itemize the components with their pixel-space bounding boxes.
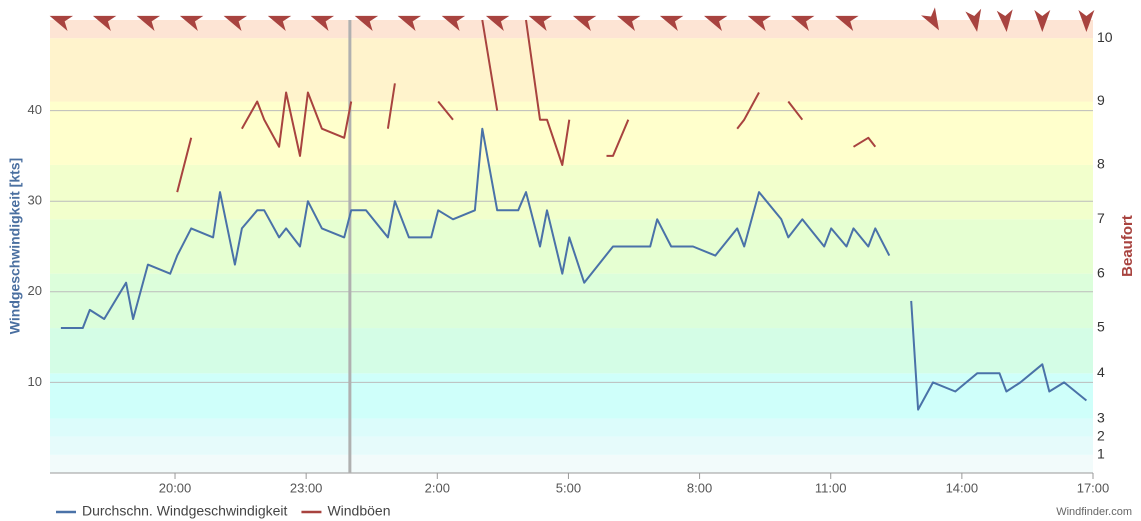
x-tick-label: 5:00 (556, 480, 581, 495)
series-line (60, 127, 1088, 411)
y2-tick-label: 1 (1097, 446, 1105, 462)
wind-arrow (528, 15, 553, 31)
beaufort-band (50, 454, 1093, 473)
y2-tick-label: 5 (1097, 319, 1105, 335)
y-tick-label: 10 (28, 374, 42, 389)
y-tick-label: 40 (28, 102, 42, 117)
y2-tick-label: 4 (1097, 364, 1105, 380)
wind-arrow (1078, 10, 1095, 32)
wind-arrow (996, 9, 1013, 32)
wind-arrow (310, 15, 335, 31)
beaufort-band (50, 273, 1093, 329)
y2-tick-label: 10 (1097, 29, 1113, 45)
wind-arrow (1034, 10, 1051, 32)
wind-arrow (179, 15, 204, 31)
x-tick-label: 23:00 (290, 480, 323, 495)
y2-tick-label: 3 (1097, 409, 1105, 425)
wind-arrow (835, 15, 859, 31)
wind-arrow (704, 15, 728, 31)
y2-tick-label: 7 (1097, 210, 1105, 226)
wind-arrow (659, 15, 684, 31)
wind-arrow (267, 15, 292, 31)
x-tick-label: 20:00 (159, 480, 192, 495)
legend-label: Durchschn. Windgeschwindigkeit (82, 503, 288, 519)
y2-tick-label: 8 (1097, 156, 1105, 172)
beaufort-band (50, 101, 1093, 165)
x-tick-label: 11:00 (815, 480, 847, 495)
beaufort-band (50, 164, 1093, 220)
wind-arrow (485, 15, 510, 31)
wind-arrow (791, 15, 815, 31)
wind-arrow (354, 15, 379, 31)
marks (49, 7, 1095, 411)
wind-arrow (92, 15, 117, 31)
wind-arrow (223, 15, 248, 31)
wind-arrow (572, 15, 597, 31)
x-tick-label: 2:00 (425, 480, 450, 495)
beaufort-band (50, 373, 1093, 419)
y2-tick-label: 6 (1097, 264, 1105, 280)
x-tick-label: 17:00 (1077, 480, 1110, 495)
y2-axis-label: Beaufort (1119, 215, 1136, 277)
x-tick-label: 14:00 (946, 480, 979, 495)
wind-arrow (136, 15, 161, 31)
grid (50, 20, 1094, 479)
wind-arrow (747, 15, 772, 31)
y2-tick-label: 9 (1097, 92, 1105, 108)
credit: Windfinder.com (1056, 506, 1132, 518)
wind-arrow (965, 8, 982, 32)
beaufort-band (50, 20, 1093, 39)
beaufort-band (50, 418, 1093, 437)
wind-arrow (921, 7, 939, 31)
beaufort-band (50, 38, 1093, 102)
series-line (176, 19, 877, 193)
legend-label: Windböen (327, 503, 390, 519)
background (50, 20, 1093, 473)
x-tick-label: 8:00 (687, 480, 712, 495)
y-tick-label: 20 (28, 283, 42, 298)
beaufort-band (50, 328, 1093, 374)
wind-arrow (397, 15, 422, 31)
wind-arrow (49, 15, 74, 31)
y-axis-label: Windgeschwindigkeit [kts] (7, 158, 23, 334)
wind-arrow (441, 15, 466, 31)
wind-arrow (617, 15, 641, 31)
beaufort-band (50, 436, 1093, 455)
y-tick-label: 30 (28, 193, 42, 208)
y2-tick-label: 2 (1097, 427, 1105, 443)
